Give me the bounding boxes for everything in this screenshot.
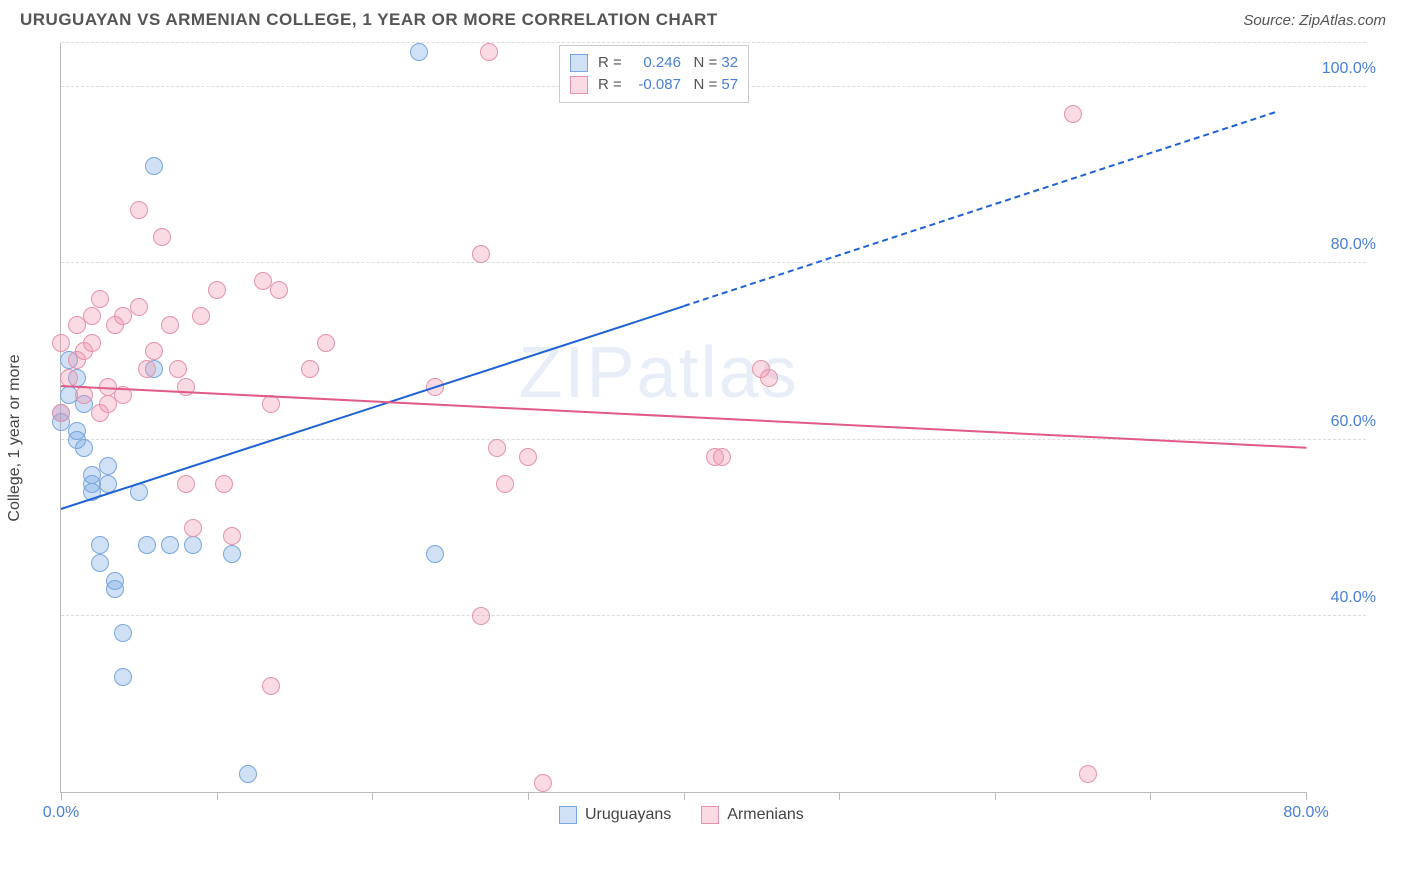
source-prefix: Source: bbox=[1243, 12, 1299, 29]
data-point bbox=[192, 307, 210, 325]
y-tick-label: 40.0% bbox=[1331, 589, 1376, 607]
gridline bbox=[61, 615, 1366, 616]
data-point bbox=[223, 545, 241, 563]
series-legend: Uruguayans Armenians bbox=[559, 806, 804, 824]
data-point bbox=[106, 572, 124, 590]
legend-swatch bbox=[559, 806, 577, 824]
data-point bbox=[75, 439, 93, 457]
series-legend-item: Uruguayans bbox=[559, 806, 671, 824]
data-point bbox=[153, 228, 171, 246]
legend-swatch bbox=[570, 54, 588, 72]
stats-text: R = 0.246 N = 32 bbox=[598, 52, 738, 74]
x-tick bbox=[372, 792, 373, 800]
trend-line bbox=[683, 112, 1275, 308]
data-point bbox=[91, 536, 109, 554]
source-name: ZipAtlas.com bbox=[1299, 12, 1386, 29]
data-point bbox=[472, 245, 490, 263]
data-point bbox=[215, 475, 233, 493]
stats-legend-row: R = 0.246 N = 32 bbox=[570, 52, 738, 74]
data-point bbox=[1079, 765, 1097, 783]
data-point bbox=[208, 281, 226, 299]
stats-legend: R = 0.246 N = 32R = -0.087 N = 57 bbox=[559, 45, 749, 103]
x-tick bbox=[684, 792, 685, 800]
chart-source: Source: ZipAtlas.com bbox=[1243, 12, 1386, 29]
x-tick bbox=[995, 792, 996, 800]
data-point bbox=[301, 360, 319, 378]
data-point bbox=[488, 439, 506, 457]
data-point bbox=[83, 334, 101, 352]
x-tick-label: 0.0% bbox=[43, 804, 79, 822]
data-point bbox=[52, 334, 70, 352]
data-point bbox=[169, 360, 187, 378]
data-point bbox=[91, 290, 109, 308]
data-point bbox=[262, 395, 280, 413]
data-point bbox=[223, 527, 241, 545]
data-point bbox=[480, 43, 498, 61]
chart-area: College, 1 year or more ZIPatlas 40.0%60… bbox=[20, 43, 1386, 833]
series-legend-item: Armenians bbox=[701, 806, 803, 824]
data-point bbox=[713, 448, 731, 466]
data-point bbox=[52, 404, 70, 422]
data-point bbox=[426, 545, 444, 563]
data-point bbox=[410, 43, 428, 61]
data-point bbox=[145, 342, 163, 360]
data-point bbox=[83, 307, 101, 325]
data-point bbox=[262, 677, 280, 695]
data-point bbox=[145, 157, 163, 175]
data-point bbox=[138, 360, 156, 378]
data-point bbox=[519, 448, 537, 466]
data-point bbox=[114, 668, 132, 686]
data-point bbox=[177, 475, 195, 493]
x-tick bbox=[61, 792, 62, 800]
x-tick bbox=[528, 792, 529, 800]
y-axis-label: College, 1 year or more bbox=[6, 354, 24, 521]
gridline bbox=[61, 42, 1366, 43]
data-point bbox=[1064, 105, 1082, 123]
data-point bbox=[534, 774, 552, 792]
x-tick bbox=[217, 792, 218, 800]
chart-header: URUGUAYAN VS ARMENIAN COLLEGE, 1 YEAR OR… bbox=[0, 0, 1406, 38]
x-tick bbox=[1306, 792, 1307, 800]
data-point bbox=[270, 281, 288, 299]
data-point bbox=[184, 519, 202, 537]
legend-swatch bbox=[570, 76, 588, 94]
legend-swatch bbox=[701, 806, 719, 824]
data-point bbox=[161, 316, 179, 334]
data-point bbox=[138, 536, 156, 554]
data-point bbox=[130, 298, 148, 316]
data-point bbox=[91, 554, 109, 572]
gridline bbox=[61, 262, 1366, 263]
stats-text: R = -0.087 N = 57 bbox=[598, 74, 738, 96]
series-legend-label: Uruguayans bbox=[585, 806, 671, 824]
data-point bbox=[760, 369, 778, 387]
y-tick-label: 60.0% bbox=[1331, 413, 1376, 431]
data-point bbox=[114, 624, 132, 642]
data-point bbox=[99, 457, 117, 475]
x-tick-label: 80.0% bbox=[1283, 804, 1328, 822]
x-tick bbox=[1150, 792, 1151, 800]
y-tick-label: 100.0% bbox=[1322, 60, 1376, 78]
data-point bbox=[130, 201, 148, 219]
series-legend-label: Armenians bbox=[727, 806, 803, 824]
x-tick bbox=[839, 792, 840, 800]
stats-legend-row: R = -0.087 N = 57 bbox=[570, 74, 738, 96]
plot-region: ZIPatlas 40.0%60.0%80.0%100.0%0.0%80.0%R… bbox=[60, 43, 1306, 793]
data-point bbox=[496, 475, 514, 493]
data-point bbox=[184, 536, 202, 554]
trend-line bbox=[61, 305, 684, 510]
y-tick-label: 80.0% bbox=[1331, 236, 1376, 254]
data-point bbox=[317, 334, 335, 352]
data-point bbox=[75, 386, 93, 404]
data-point bbox=[472, 607, 490, 625]
chart-title: URUGUAYAN VS ARMENIAN COLLEGE, 1 YEAR OR… bbox=[20, 10, 718, 30]
data-point bbox=[239, 765, 257, 783]
data-point bbox=[161, 536, 179, 554]
